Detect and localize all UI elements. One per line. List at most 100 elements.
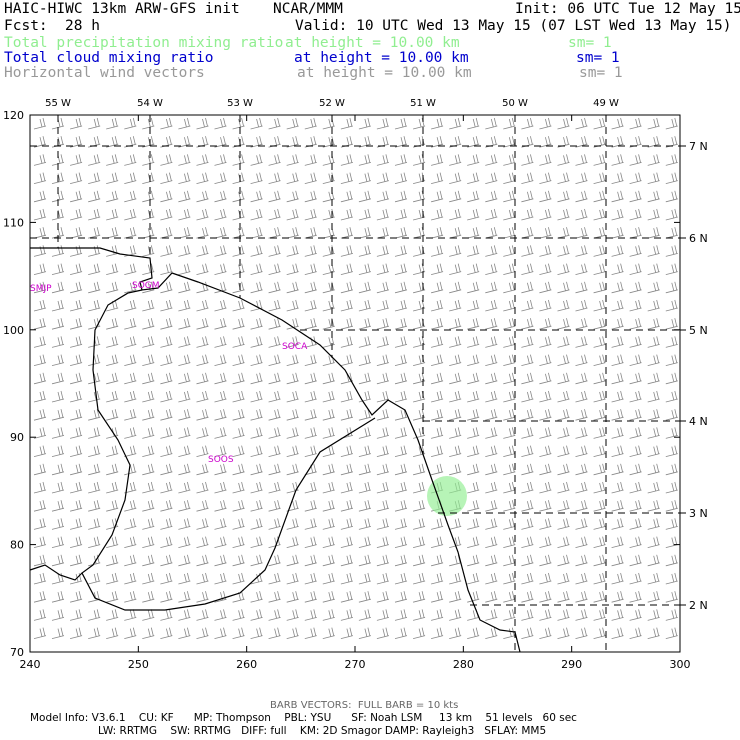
wind-barb: [250, 390, 263, 403]
wind-barb: [503, 427, 516, 439]
wind-barb: [196, 154, 209, 166]
wind-barb: [232, 500, 245, 512]
wind-barb: [142, 318, 155, 330]
wind-barb: [286, 609, 299, 621]
wind-barb: [51, 591, 65, 603]
wind-barb: [539, 190, 552, 203]
wind-barb: [647, 299, 660, 312]
wind-barb: [250, 172, 263, 184]
wind-barb: [160, 609, 173, 621]
wind-barb: [178, 518, 191, 530]
wind-barb: [322, 227, 335, 239]
wind-barb: [647, 572, 660, 585]
wind-barb: [160, 554, 173, 567]
wind-barb: [485, 500, 498, 512]
wind-barb: [304, 518, 317, 530]
wind-barb: [431, 591, 444, 603]
wind-barb: [557, 245, 570, 257]
wind-barb: [340, 390, 353, 403]
wind-barb: [485, 318, 498, 330]
wind-barb: [376, 318, 389, 330]
wind-barb: [196, 409, 209, 421]
wind-barb: [485, 591, 498, 603]
wind-barb: [196, 427, 209, 439]
wind-barb: [575, 281, 588, 294]
wind-barb: [196, 500, 209, 512]
wind-barb: [214, 281, 227, 294]
wind-barb: [503, 627, 516, 639]
wind-barb: [250, 627, 263, 639]
wind-barb: [268, 554, 281, 567]
wind-barb: [665, 190, 678, 203]
wind-barb: [358, 463, 371, 476]
wind-barb: [304, 354, 317, 366]
wind-barb: [431, 245, 444, 257]
wind-barb: [449, 117, 462, 130]
wind-barb: [160, 390, 173, 403]
wind-barb: [593, 354, 606, 366]
wind-barb: [196, 609, 209, 621]
wind-barb: [286, 409, 299, 421]
wind-barb: [521, 245, 534, 257]
wind-barb: [394, 627, 408, 639]
wind-barb: [647, 372, 660, 385]
wind-barb: [124, 372, 137, 385]
wind-barb: [106, 591, 119, 603]
wind-barb: [394, 500, 408, 512]
wind-barb: [304, 208, 317, 221]
wind-barb: [196, 572, 209, 585]
wind-barb: [503, 136, 516, 148]
wind-barb: [503, 154, 516, 166]
wind-barb: [124, 536, 137, 548]
wind-barb: [106, 354, 119, 366]
wind-barb: [575, 190, 588, 203]
wind-barb: [142, 463, 155, 476]
wind-barb: [376, 208, 389, 221]
wind-barb: [142, 627, 155, 639]
wind-barb: [575, 172, 588, 184]
wind-barb: [142, 263, 155, 275]
wind-barb: [196, 354, 209, 366]
wind-barb: [250, 227, 263, 239]
wind-barb: [557, 445, 570, 457]
wind-barb: [268, 609, 281, 621]
wind-barb: [142, 117, 155, 130]
wind-barb: [268, 572, 281, 585]
wind-barb: [51, 572, 65, 585]
wind-barb: [358, 536, 371, 548]
wind-barb: [33, 427, 47, 439]
field-wind-name: Horizontal wind vectors: [4, 65, 205, 81]
wind-barb: [142, 536, 155, 548]
wind-barb: [33, 117, 47, 130]
wind-barb: [539, 445, 552, 457]
wind-barb: [33, 554, 47, 567]
wind-barb: [322, 299, 335, 312]
wind-barb: [142, 518, 155, 530]
wind-barb: [88, 518, 101, 530]
wind-barb: [322, 554, 335, 567]
wind-barb: [575, 263, 588, 275]
wind-barb: [232, 409, 245, 421]
wind-barb: [394, 536, 408, 548]
wind-barb: [51, 336, 65, 348]
wind-barb: [521, 409, 534, 421]
lat-label: 2 N: [689, 599, 708, 612]
wind-barb: [106, 318, 119, 330]
wind-barb: [647, 463, 660, 476]
wind-barb: [593, 245, 606, 257]
wind-barb: [467, 136, 480, 148]
wind-barb: [485, 609, 498, 621]
wind-barb: [358, 136, 371, 148]
wind-barb: [304, 172, 317, 184]
wind-barb: [575, 481, 588, 494]
wind-barb: [33, 518, 47, 530]
wind-barb: [304, 117, 317, 130]
wind-barb: [431, 263, 444, 275]
wind-barb: [539, 299, 552, 312]
wind-barb: [358, 500, 371, 512]
wind-barb: [503, 318, 516, 330]
wind-barb: [611, 427, 624, 439]
wind-barb: [142, 390, 155, 403]
wind-barb: [467, 208, 480, 221]
wind-barb: [340, 336, 353, 348]
